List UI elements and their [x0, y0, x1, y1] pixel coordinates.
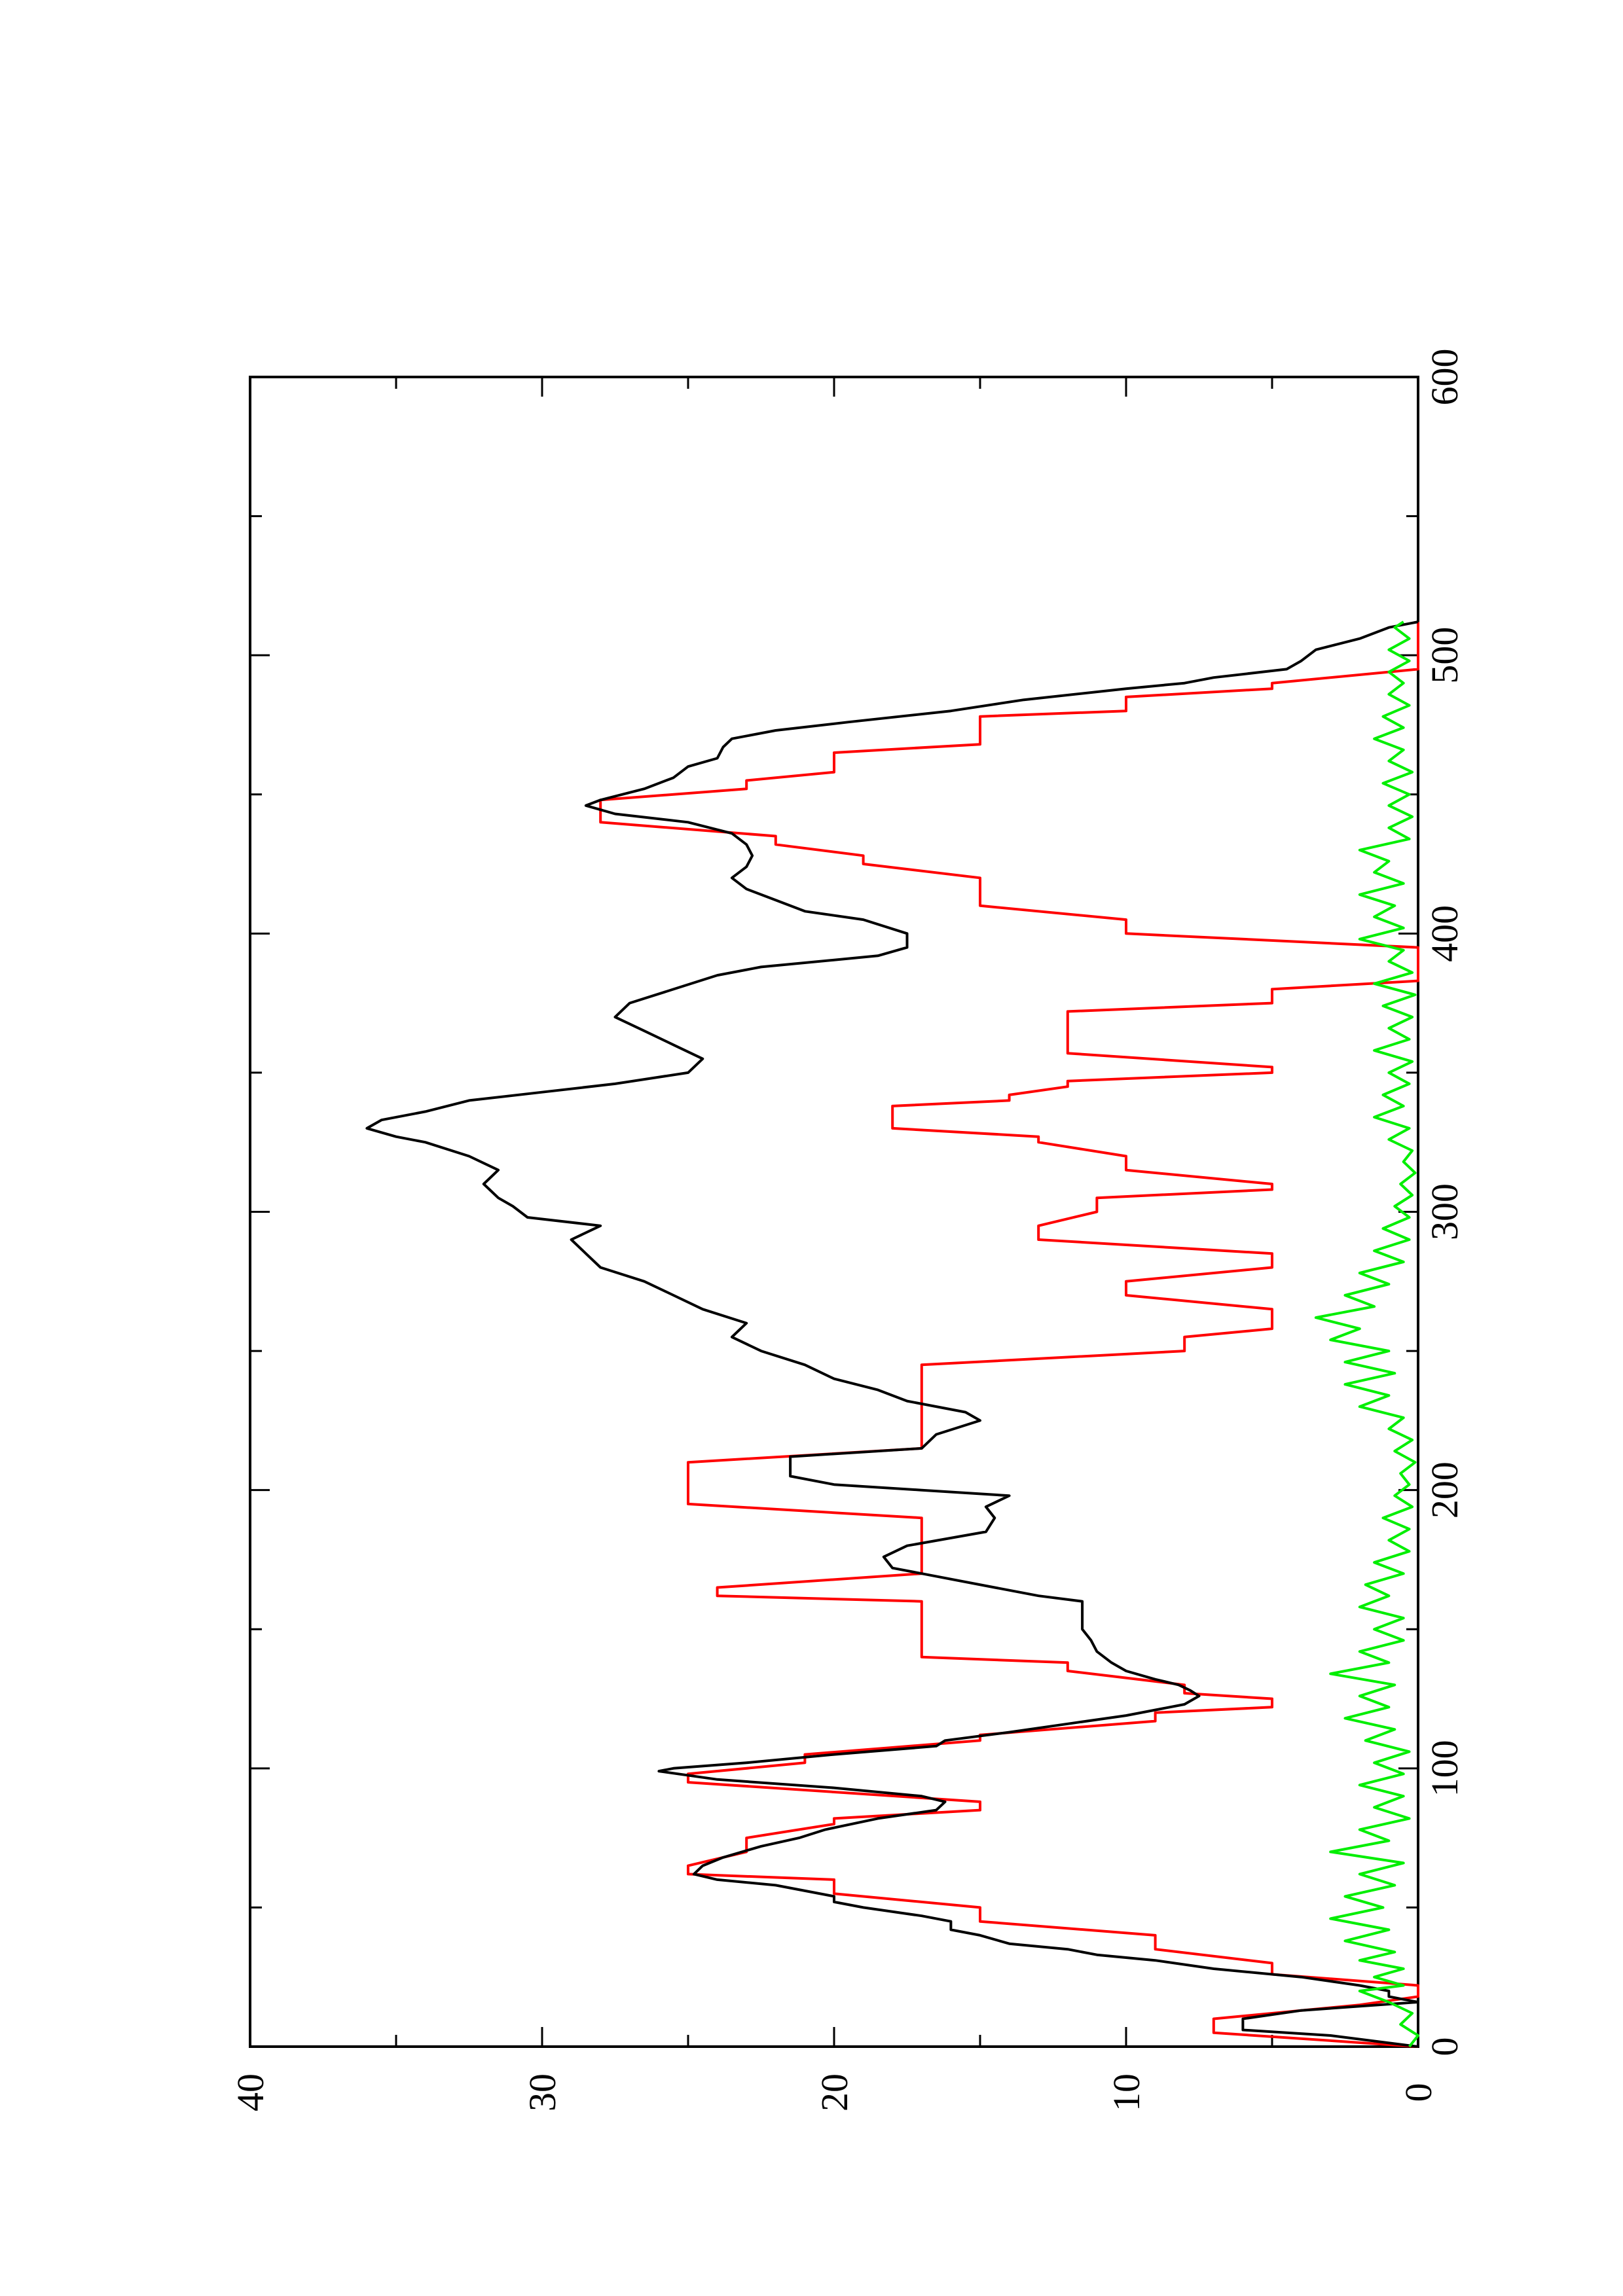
y-tick-label: 20 [813, 2073, 856, 2111]
y-tick-label: 40 [229, 2073, 272, 2111]
axis-ticks [249, 376, 1419, 2048]
x-tick-label: 200 [1423, 1462, 1466, 1518]
y-tick-label: 10 [1105, 2073, 1148, 2111]
x-tick-label: 100 [1423, 1740, 1466, 1797]
x-tick-label: 500 [1423, 627, 1466, 684]
green-series-line [1314, 620, 1419, 2048]
x-tick-label: 600 [1423, 349, 1466, 406]
y-tick-label: 0 [1397, 2083, 1440, 2102]
black-series-line [365, 620, 1419, 2048]
x-tick-label: 300 [1423, 1183, 1466, 1240]
x-tick-label: 0 [1423, 2037, 1466, 2056]
x-tick-label: 400 [1423, 905, 1466, 962]
series-layer [365, 620, 1419, 2048]
red-series-line [599, 622, 1419, 2048]
y-tick-label: 30 [521, 2073, 564, 2111]
plot-frame [249, 376, 1419, 2048]
tick-labels: 0 100 200 300 400 500 600 0 10 20 30 40 [229, 349, 1466, 2112]
